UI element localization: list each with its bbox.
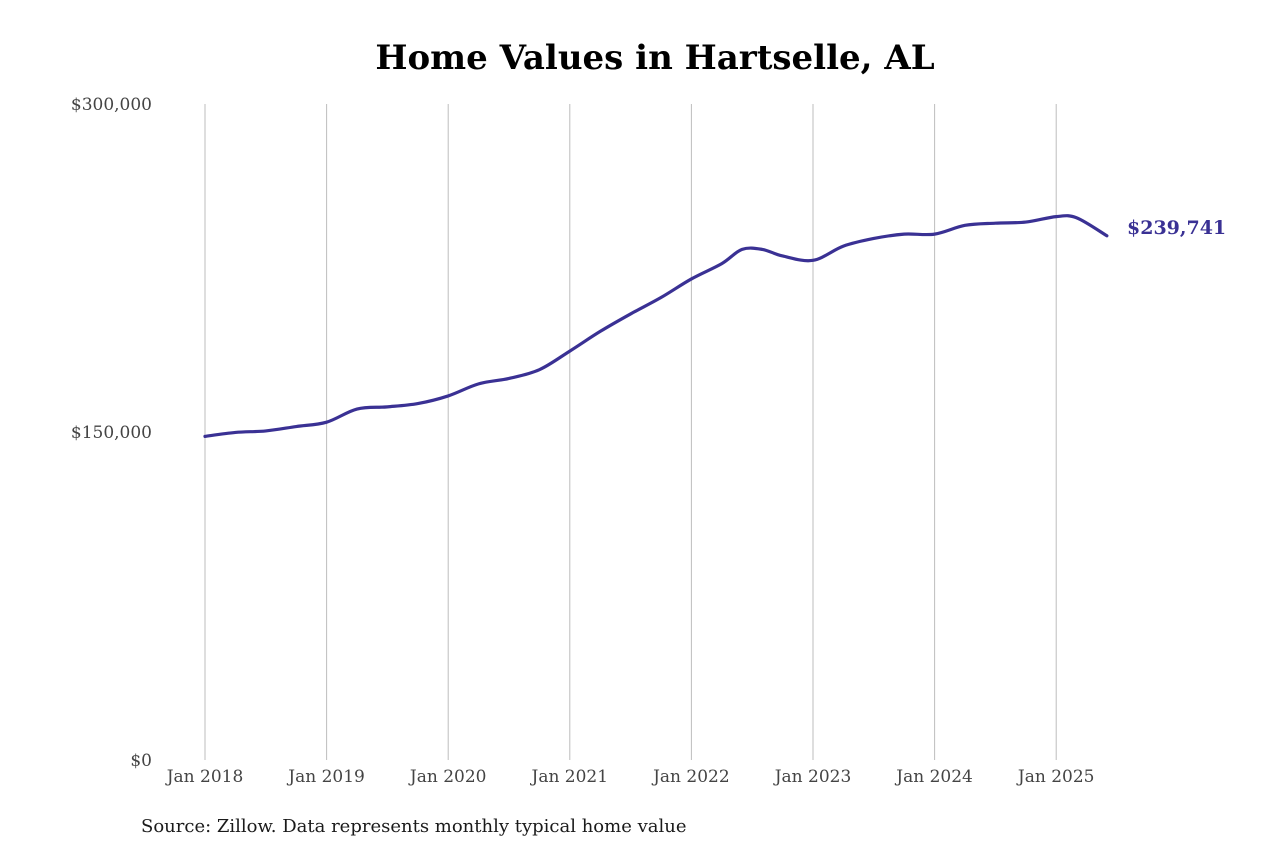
chart-title: Home Values in Hartselle, AL <box>375 38 935 78</box>
x-tick-label: Jan 2022 <box>651 767 730 787</box>
end-value-label: $239,741 <box>1127 217 1226 239</box>
x-tick-label: Jan 2021 <box>530 767 609 787</box>
source-note: Source: Zillow. Data represents monthly … <box>141 816 687 837</box>
x-tick-label: Jan 2018 <box>165 767 244 787</box>
x-axis: Jan 2018 Jan 2019 Jan 2020 Jan 2021 Jan 2022… <box>165 767 1095 787</box>
series-line-0 <box>203 214 1109 438</box>
y-tick-label: $0 <box>130 751 152 771</box>
vertical-gridlines <box>204 104 1057 760</box>
x-tick-label: Jan 2023 <box>773 767 852 787</box>
y-tick-label: $150,000 <box>71 423 152 443</box>
x-tick-label: Jan 2024 <box>894 767 973 787</box>
y-axis: $0 $150,000 $300,000 <box>71 95 152 771</box>
y-tick-label: $300,000 <box>71 95 152 115</box>
x-tick-label: Jan 2019 <box>286 767 365 787</box>
x-tick-label: Jan 2025 <box>1016 767 1095 787</box>
series-layer <box>203 214 1109 438</box>
x-tick-label: Jan 2020 <box>408 767 487 787</box>
annotation-layer: $239,741 <box>1127 217 1226 239</box>
